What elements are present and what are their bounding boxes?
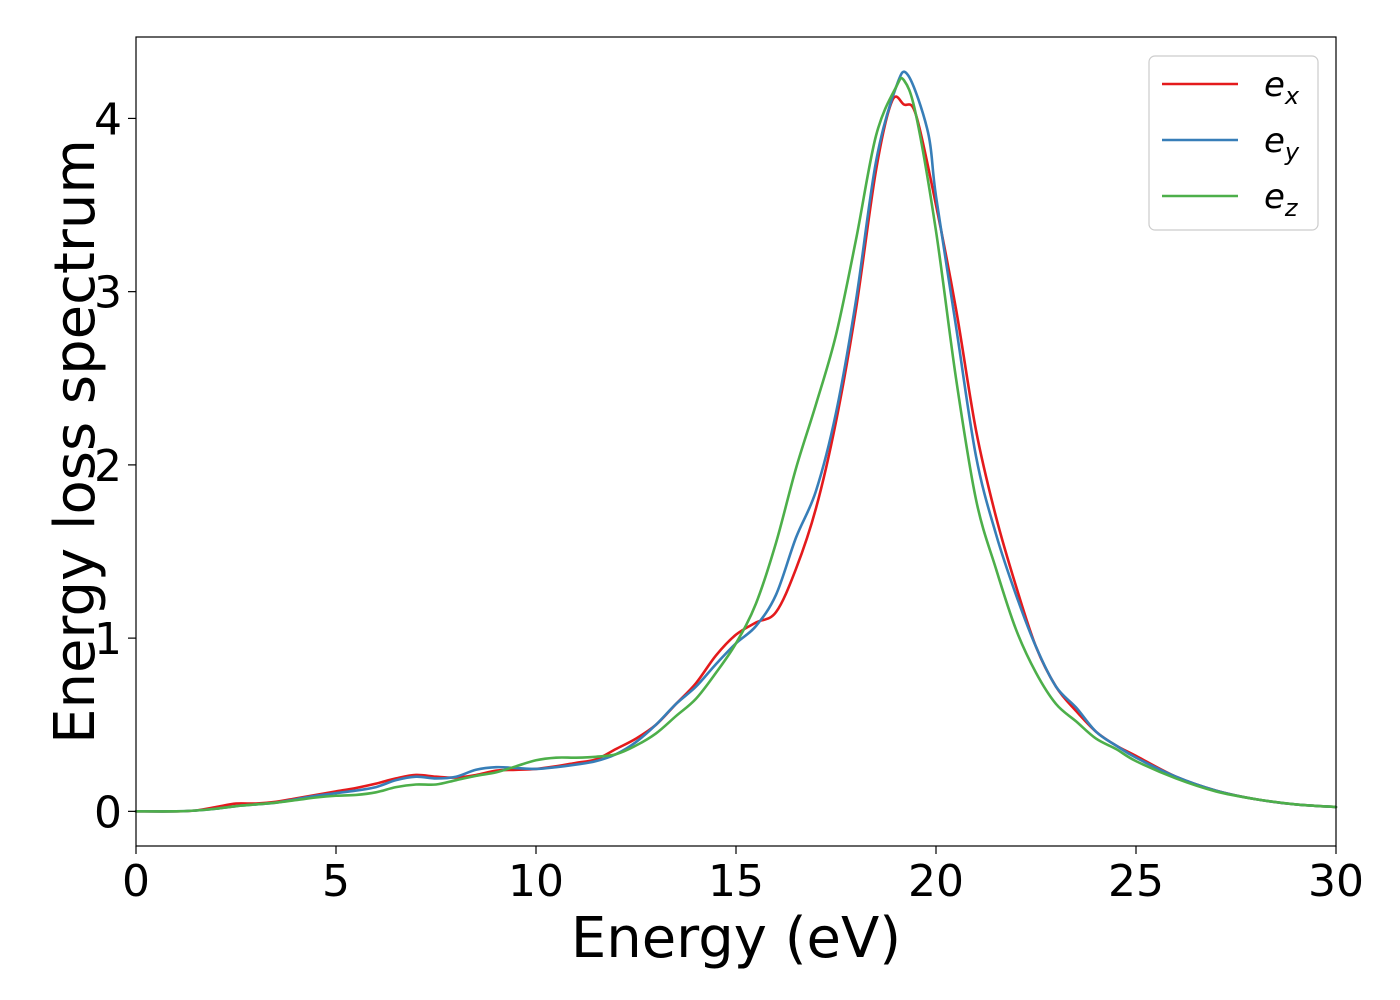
x-tick-label: 0 [122, 856, 150, 907]
y-axis-ticks: 0 1 2 3 4 [94, 94, 136, 838]
x-tick-label: 30 [1308, 856, 1364, 907]
x-axis-label: Energy (eV) [571, 906, 901, 971]
legend-label-ex: ex [1264, 65, 1300, 110]
legend-label-ez: ez [1264, 177, 1299, 222]
legend-label-subscript: y [1284, 138, 1300, 166]
legend-label-subscript: x [1284, 82, 1300, 110]
x-tick-label: 20 [908, 856, 964, 907]
legend-label-base: e [1264, 177, 1285, 217]
legend-label-base: e [1264, 65, 1285, 105]
legend-label-subscript: z [1284, 194, 1299, 222]
y-tick-label: 0 [94, 787, 122, 838]
x-tick-label: 15 [708, 856, 764, 907]
legend-label-ey: ey [1264, 121, 1300, 166]
plot-lines [134, 70, 1338, 813]
x-tick-label: 5 [322, 856, 350, 907]
y-tick-label: 2 [94, 441, 122, 492]
x-tick-label: 25 [1108, 856, 1164, 907]
x-axis-ticks: 0 5 10 15 20 25 30 [122, 846, 1364, 907]
y-axis-label: Energy loss spectrum [43, 139, 108, 744]
y-tick-label: 3 [94, 268, 122, 319]
x-tick-label: 10 [508, 856, 564, 907]
series-line-ez [134, 76, 1338, 813]
legend-box [1148, 55, 1319, 231]
series-line-ey [134, 70, 1338, 813]
y-tick-label: 1 [94, 614, 122, 665]
legend-label-base: e [1264, 121, 1285, 161]
y-tick-label: 4 [94, 94, 122, 145]
